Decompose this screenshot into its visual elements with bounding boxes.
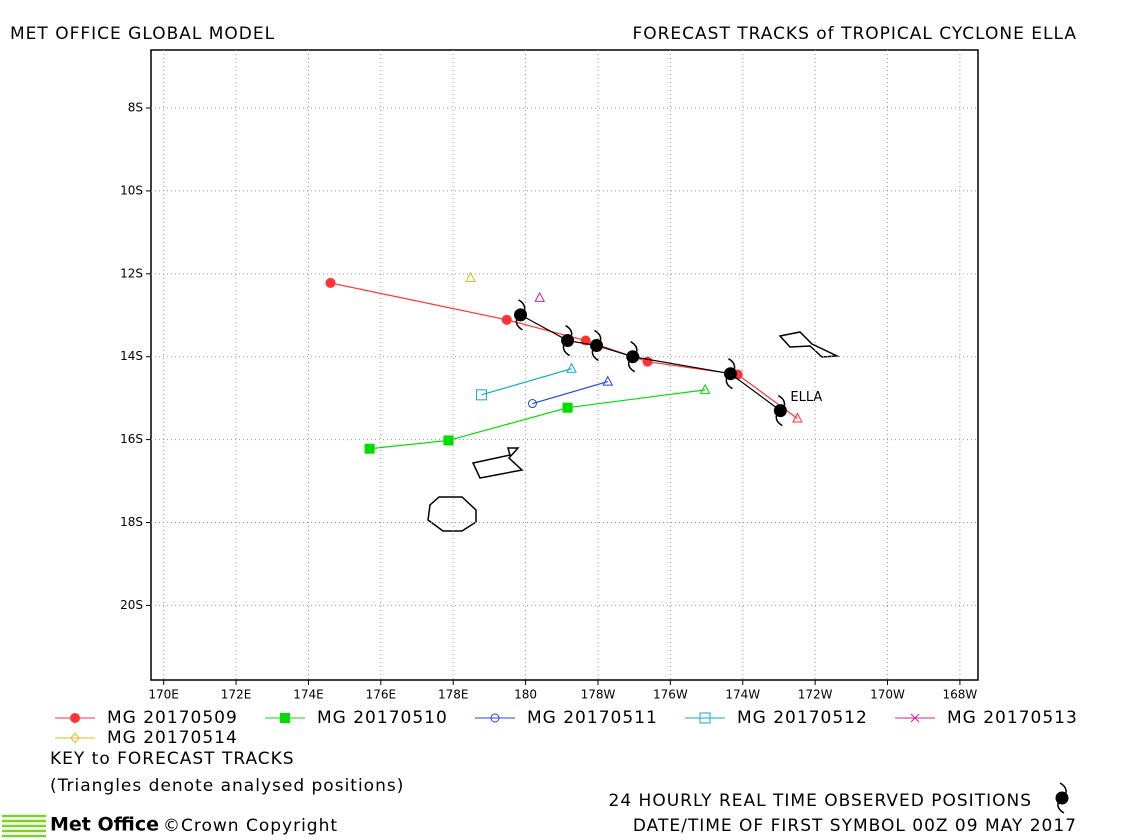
- legend-label: MG 20170510: [317, 708, 448, 728]
- cyclone-arm: [775, 415, 783, 427]
- header-left: MET OFFICE GLOBAL MODEL: [10, 24, 275, 44]
- island: [778, 331, 840, 358]
- marker: [325, 277, 336, 288]
- legend-label: MG 20170513: [947, 708, 1078, 728]
- x-tick-label: 174E: [293, 688, 324, 702]
- y-tick-label: 18S: [120, 515, 143, 529]
- analysed-triangle: [699, 383, 711, 394]
- marker: [443, 435, 454, 446]
- cyclone-arm: [515, 319, 523, 331]
- cyclone-arm: [725, 378, 733, 390]
- cyclone-arm: [630, 341, 638, 352]
- cyclone-arm: [627, 361, 636, 373]
- y-tick-label: 16S: [120, 432, 143, 446]
- cyclone-symbol: [773, 394, 787, 427]
- legend-marker: [699, 712, 711, 724]
- storm-label: ELLA: [790, 390, 822, 405]
- y-tick-label: 8S: [128, 101, 143, 115]
- legend-marker: [70, 713, 80, 723]
- cyclone-arm: [591, 350, 599, 362]
- marker: [475, 389, 487, 401]
- brand: Met Office: [50, 814, 159, 836]
- legend-cyclone: [1055, 782, 1069, 814]
- forecast-track: [532, 381, 608, 405]
- cyclone-arm: [1059, 782, 1067, 794]
- marker: [501, 314, 512, 325]
- x-tick-label: 176W: [653, 688, 688, 702]
- marker: [562, 402, 573, 413]
- observed-caption: 24 HOURLY REAL TIME OBSERVED POSITIONS: [609, 791, 1032, 811]
- cyclone-core: [1055, 791, 1069, 805]
- cyclone-arm: [778, 394, 786, 406]
- cyclone-symbol: [626, 341, 640, 373]
- cyclone-arm: [594, 329, 602, 341]
- analysed-triangle: [566, 362, 577, 373]
- island: [427, 496, 477, 532]
- analysed-triangle: [465, 271, 476, 282]
- cyclone-symbol: [514, 299, 528, 331]
- cyclone-core: [514, 308, 528, 322]
- legend-label: MG 20170509: [107, 708, 238, 728]
- cyclone-symbol: [723, 358, 737, 390]
- plot-frame: [150, 49, 979, 681]
- legend-marker: [280, 713, 290, 723]
- cyclone-core: [723, 367, 737, 381]
- x-tick-label: 168W: [943, 688, 978, 702]
- y-tick-label: 20S: [120, 598, 143, 612]
- cyclone-core: [773, 404, 787, 418]
- x-tick-label: 178W: [581, 688, 616, 702]
- forecast-track: [369, 389, 706, 450]
- y-tick-label: 10S: [120, 183, 143, 197]
- datetime: DATE/TIME OF FIRST SYMBOL 00Z 09 MAY 201…: [633, 816, 1077, 836]
- header-right: FORECAST TRACKS of TROPICAL CYCLONE ELLA: [632, 24, 1077, 44]
- analysed-triangle: [792, 412, 803, 423]
- x-tick-label: 172E: [221, 688, 252, 702]
- cyclone-arm: [562, 345, 570, 357]
- key-title: KEY to FORECAST TRACKS: [50, 749, 295, 769]
- x-tick-label: 180: [514, 688, 537, 702]
- cyclone-symbol: [590, 329, 604, 362]
- cyclone-arm: [728, 358, 736, 369]
- legend-marker: [70, 732, 80, 744]
- observed-track: [520, 314, 781, 412]
- marker: [527, 399, 537, 409]
- x-tick-label: 176E: [366, 688, 397, 702]
- cyclone-core: [561, 334, 575, 348]
- x-tick-label: 170W: [870, 688, 905, 702]
- marker: [364, 443, 375, 454]
- legend-label: MG 20170514: [107, 728, 238, 748]
- cyclone-arm: [518, 299, 526, 310]
- cyclone-core: [590, 339, 604, 353]
- x-tick-label: 172W: [798, 688, 833, 702]
- analysed-triangle: [534, 291, 546, 302]
- legend-label: MG 20170512: [737, 708, 868, 728]
- cyclone-symbol: [561, 324, 575, 357]
- y-tick-label: 12S: [120, 266, 143, 280]
- land: [427, 331, 840, 532]
- forecast-track: [481, 368, 572, 396]
- x-tick-label: 174W: [725, 688, 760, 702]
- copyright: ©Crown Copyright: [163, 816, 338, 836]
- legend-label: MG 20170511: [527, 708, 658, 728]
- x-tick-label: 178E: [438, 688, 469, 702]
- legend-marker: [910, 713, 920, 723]
- key-note: (Triangles denote analysed positions): [50, 776, 404, 796]
- cyclone-arm: [1057, 802, 1065, 814]
- logo: [2, 814, 46, 838]
- x-tick-label: 170E: [148, 688, 179, 702]
- cyclone-core: [626, 350, 640, 364]
- analysed-triangle: [602, 375, 614, 386]
- island: [471, 447, 524, 479]
- y-tick-label: 14S: [120, 349, 143, 363]
- cyclone-arm: [565, 324, 573, 336]
- legend-marker: [490, 713, 500, 723]
